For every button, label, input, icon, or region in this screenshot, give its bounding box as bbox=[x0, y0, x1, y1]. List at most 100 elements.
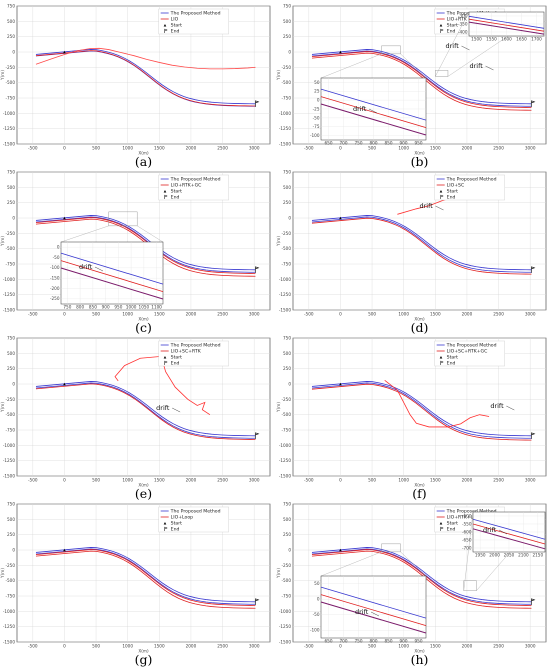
legend-end-icon bbox=[164, 360, 168, 365]
inset-series-comparison bbox=[60, 267, 164, 300]
y-tick-label: -1500 bbox=[3, 640, 16, 645]
legend-label: End bbox=[447, 527, 456, 533]
end-marker bbox=[255, 432, 260, 439]
y-tick-label: 250 bbox=[283, 366, 291, 371]
y-tick-label: 0 bbox=[288, 50, 291, 55]
y-axis-label: Y(m) bbox=[0, 568, 5, 579]
x-tick-label: 1500 bbox=[154, 644, 165, 649]
x-tick-label: 2500 bbox=[493, 478, 504, 483]
y-tick-label: -750 bbox=[281, 262, 291, 267]
y-tick-label: -250 bbox=[281, 563, 291, 568]
y-tick-label: -750 bbox=[5, 428, 15, 433]
legend-label: LIO bbox=[171, 17, 179, 23]
legend-label: The Proposed Method bbox=[446, 509, 497, 515]
y-tick-label: 500 bbox=[7, 19, 15, 24]
x-tick-label: 1500 bbox=[430, 312, 441, 317]
start-marker bbox=[339, 548, 342, 552]
legend-box bbox=[158, 506, 229, 533]
y-tick-label: -500 bbox=[281, 412, 291, 417]
y-tick-label: -250 bbox=[5, 65, 15, 70]
zoom-connector bbox=[320, 551, 382, 577]
x-tick-label: 1000 bbox=[398, 478, 409, 483]
legend-label: End bbox=[447, 361, 456, 367]
legend-label: End bbox=[447, 29, 456, 35]
drift-arrow bbox=[461, 45, 470, 51]
start-marker bbox=[63, 50, 66, 54]
series-line-comparison bbox=[384, 380, 490, 428]
drift-annotation: drift bbox=[446, 42, 460, 50]
x-tick-label: 2500 bbox=[217, 146, 228, 151]
inset-y-tick-label: -100 bbox=[50, 265, 60, 270]
y-tick-label: 250 bbox=[283, 532, 291, 537]
drift-annotation: drift bbox=[490, 402, 504, 410]
inset-y-tick-label: -100 bbox=[310, 133, 320, 138]
x-axis-label: X(m) bbox=[414, 151, 425, 156]
y-axis-label: Y(m) bbox=[276, 402, 281, 413]
x-tick-label: 2000 bbox=[186, 644, 197, 649]
y-tick-label: -1250 bbox=[3, 624, 16, 629]
x-tick-label: 3000 bbox=[525, 312, 536, 317]
series-line-proposed bbox=[35, 382, 256, 439]
legend-box bbox=[158, 8, 229, 35]
x-axis-label: X(m) bbox=[414, 649, 425, 654]
x-tick-label: -500 bbox=[28, 312, 38, 317]
y-tick-label: 500 bbox=[7, 185, 15, 190]
inset-x-tick-label: 650 bbox=[325, 639, 333, 644]
inset-series-comparison bbox=[468, 21, 545, 35]
inset-x-tick-label: 1600 bbox=[501, 37, 512, 42]
inset-plot: 1500 1550 1600 1650 1700 -400 -350 -300 bbox=[458, 11, 545, 42]
x-tick-label: 2500 bbox=[493, 644, 504, 649]
inset-x-tick-label: 850 bbox=[89, 305, 97, 310]
y-tick-label: -1500 bbox=[3, 142, 16, 147]
inset-y-tick-label: -100 bbox=[310, 628, 320, 633]
y-tick-label: -1000 bbox=[279, 277, 292, 282]
inset-x-tick-label: 2100 bbox=[518, 553, 529, 558]
inset-plot: 1950 2000 2050 2100 2150 -700 -650 -600 -550 -500 bbox=[462, 511, 546, 558]
drift-arrow bbox=[368, 108, 378, 114]
legend-start-icon bbox=[163, 356, 167, 359]
x-tick-label: 0 bbox=[339, 146, 342, 151]
zoom-connector bbox=[400, 53, 427, 79]
y-tick-label: -750 bbox=[5, 96, 15, 101]
series-line-proposed bbox=[35, 216, 256, 273]
x-tick-label: 1000 bbox=[398, 146, 409, 151]
subplot-d: -500 0 500 1000 1500 2000 2500 3000-1500-1250-1… bbox=[276, 170, 547, 322]
start-marker bbox=[63, 382, 66, 386]
inset-y-tick-label: 50 bbox=[314, 80, 320, 85]
series-line-comparison bbox=[311, 51, 532, 108]
y-tick-label: -1000 bbox=[279, 443, 292, 448]
end-marker bbox=[255, 100, 260, 107]
y-tick-label: -1250 bbox=[279, 126, 292, 131]
y-tick-label: -1500 bbox=[279, 308, 292, 313]
y-axis-label: Y(m) bbox=[0, 236, 5, 247]
zoom-region bbox=[381, 45, 401, 55]
start-marker bbox=[339, 382, 342, 386]
y-tick-label: -500 bbox=[281, 246, 291, 251]
legend-label: The Proposed Method bbox=[446, 343, 497, 349]
x-tick-label: 500 bbox=[92, 644, 100, 649]
x-tick-label: 1500 bbox=[430, 146, 441, 151]
x-tick-label: 1000 bbox=[122, 478, 133, 483]
zoom-region bbox=[108, 211, 138, 227]
series-line-proposed bbox=[35, 548, 256, 605]
x-tick-label: 2000 bbox=[186, 146, 197, 151]
series-line-comparison bbox=[35, 47, 256, 70]
zoom-connector bbox=[435, 11, 470, 77]
y-tick-label: -1000 bbox=[279, 111, 292, 116]
y-tick-label: -1250 bbox=[279, 292, 292, 297]
series-line-comparison bbox=[311, 383, 532, 441]
zoom-connector bbox=[463, 511, 474, 591]
inset-series-proposed bbox=[320, 88, 427, 121]
y-tick-label: 500 bbox=[283, 517, 291, 522]
legend-label: Start bbox=[171, 189, 182, 195]
legend-start-icon bbox=[439, 522, 443, 525]
zoom-region bbox=[463, 580, 477, 591]
inset-y-tick-label: -50 bbox=[313, 612, 320, 617]
series-line-comparison bbox=[114, 355, 211, 416]
x-tick-label: 500 bbox=[368, 478, 376, 483]
series-line-proposed bbox=[311, 381, 532, 437]
inset-y-tick-label: -700 bbox=[462, 545, 472, 550]
x-tick-label: 3000 bbox=[525, 478, 536, 483]
